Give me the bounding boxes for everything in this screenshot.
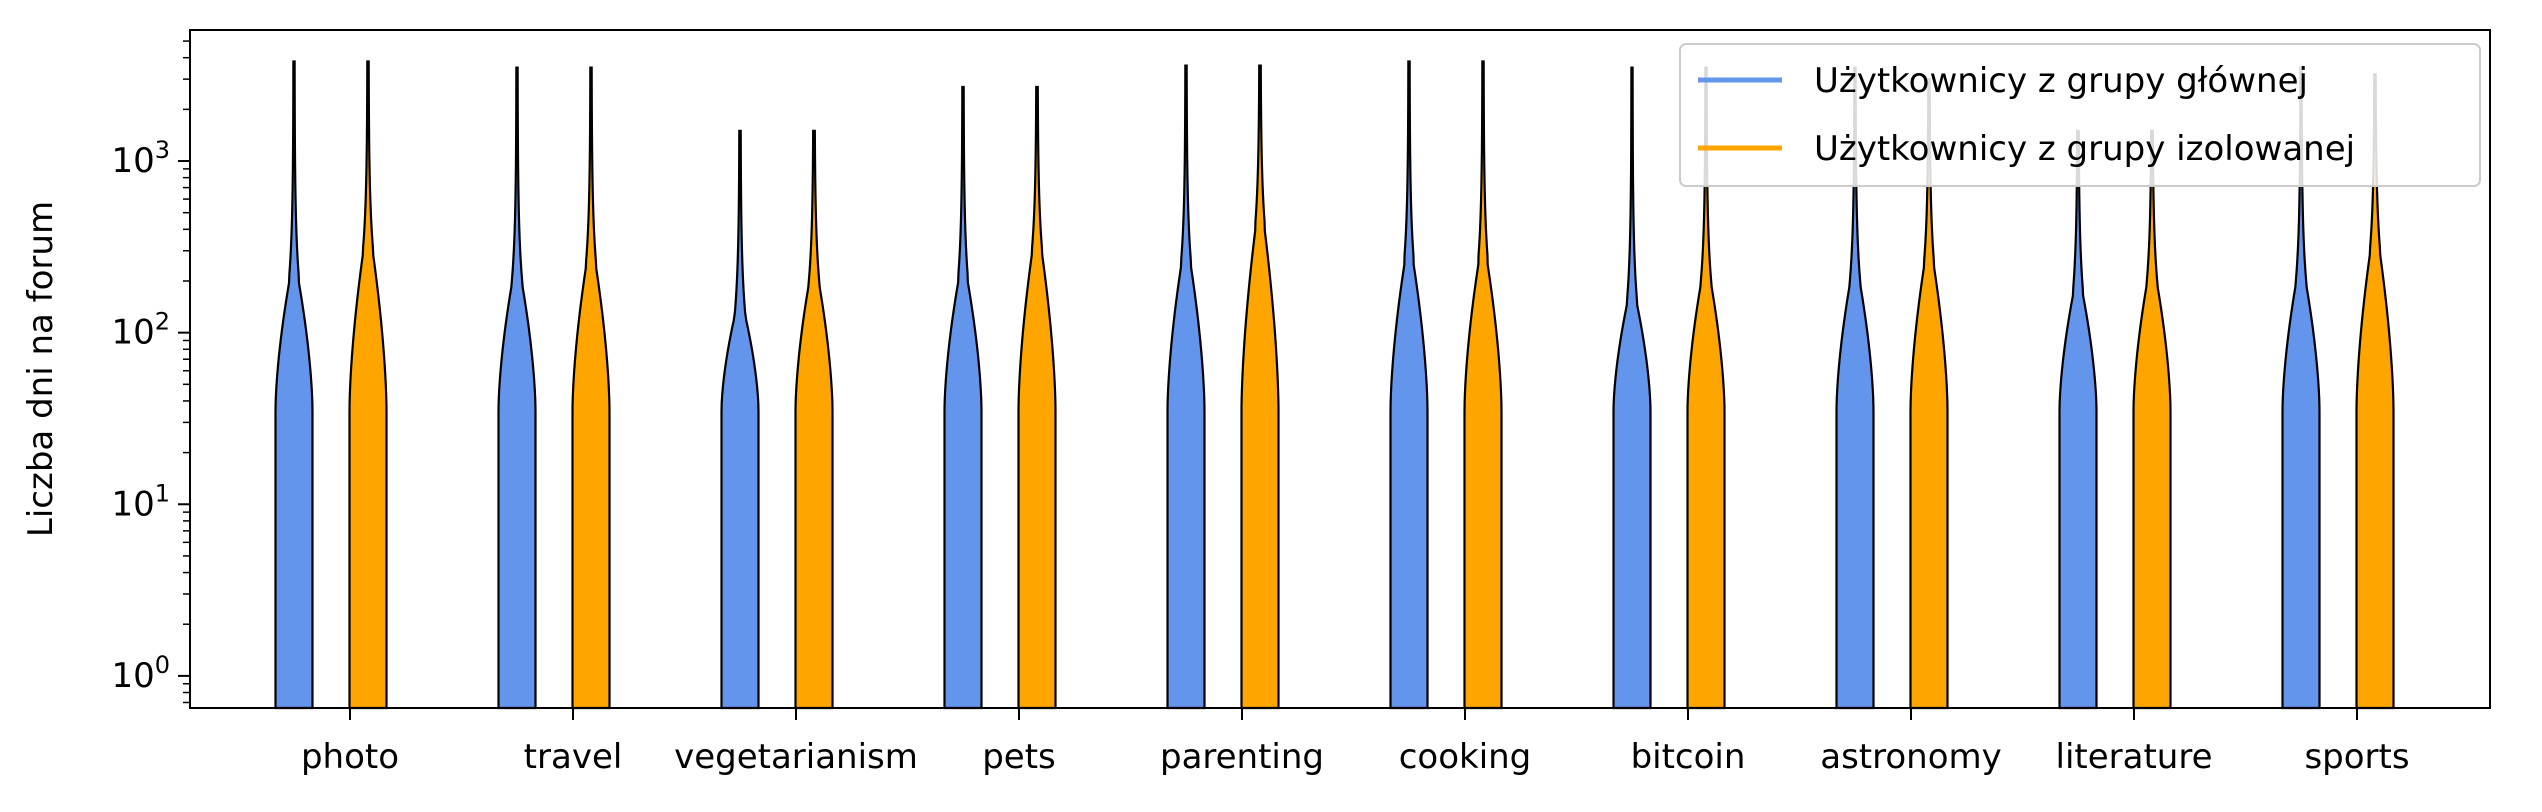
x-tick-label: pets bbox=[982, 737, 1056, 777]
x-tick-label: sports bbox=[2304, 737, 2409, 777]
legend-entry: Użytkownicy z grupy izolowanej bbox=[1814, 129, 2355, 169]
x-tick-label: bitcoin bbox=[1631, 737, 1746, 777]
x-tick-label: travel bbox=[524, 737, 623, 777]
violin-main-travel bbox=[497, 66, 537, 710]
y-tick-label: 101 bbox=[111, 479, 170, 524]
y-tick-label: 103 bbox=[111, 136, 170, 181]
violin-main-cooking bbox=[1389, 60, 1429, 710]
legend: Użytkownicy z grupy głównej Użytkownicy z… bbox=[1679, 43, 2481, 187]
violin-main-photo bbox=[274, 60, 314, 710]
y-tick-base: 10 bbox=[111, 484, 154, 524]
violin-isolated-pets bbox=[1017, 85, 1057, 710]
violin-main-literature bbox=[2058, 129, 2098, 710]
legend-box bbox=[1679, 43, 2481, 187]
violin-isolated-parenting bbox=[1240, 64, 1280, 710]
violin-isolated-photo bbox=[348, 60, 388, 710]
violin-isolated-literature bbox=[2132, 129, 2172, 710]
legend-entry: Użytkownicy z grupy głównej bbox=[1814, 61, 2308, 101]
y-tick-base: 10 bbox=[111, 313, 154, 353]
x-tick-label: photo bbox=[301, 737, 399, 777]
violin-isolated-vegetarianism bbox=[794, 129, 834, 710]
violin-main-vegetarianism bbox=[720, 129, 760, 710]
violin-isolated-cooking bbox=[1463, 60, 1503, 710]
violin-main-pets bbox=[943, 85, 983, 710]
violins-layer bbox=[274, 60, 2395, 710]
violin-main-parenting bbox=[1166, 64, 1206, 710]
y-tick-base: 10 bbox=[111, 141, 154, 181]
x-axis: photo travel vegetarianism pets parenting coo… bbox=[301, 708, 2410, 777]
y-axis-label: Liczba dni na forum bbox=[21, 201, 61, 537]
y-tick-exponent: 3 bbox=[155, 136, 170, 164]
plot-area-frame bbox=[189, 29, 2491, 709]
violin-isolated-travel bbox=[571, 66, 611, 710]
y-tick-exponent: 2 bbox=[155, 308, 170, 336]
x-tick-label: astronomy bbox=[1820, 737, 2002, 777]
x-tick-label: parenting bbox=[1160, 737, 1324, 777]
x-tick-label: literature bbox=[2056, 737, 2213, 777]
x-tick-label: cooking bbox=[1399, 737, 1532, 777]
y-tick-base: 10 bbox=[111, 656, 154, 696]
violin-main-bitcoin bbox=[1612, 66, 1652, 710]
y-tick-exponent: 0 bbox=[155, 651, 170, 679]
y-tick-exponent: 1 bbox=[155, 479, 170, 507]
x-tick-label: vegetarianism bbox=[674, 737, 918, 777]
y-tick-label: 102 bbox=[111, 308, 170, 353]
y-tick-label: 100 bbox=[111, 651, 170, 696]
